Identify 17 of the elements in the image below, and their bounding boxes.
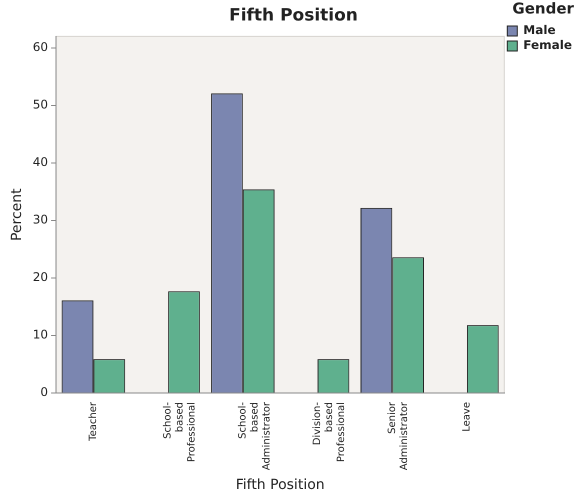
y-axis-title: Percent (9, 188, 26, 242)
x-tick-label: Teacher (88, 401, 100, 442)
y-tick-label: 50 (32, 98, 48, 112)
y-tick-label: 0 (40, 385, 48, 400)
x-tick-label: Leave (462, 402, 473, 432)
y-tick-label: 20 (32, 270, 48, 284)
legend-label: Female (523, 38, 572, 52)
y-tick-label: 30 (32, 212, 48, 227)
legend-title: Gender (512, 0, 574, 18)
x-axis-title: Fifth Position (236, 477, 325, 494)
legend-label: Male (523, 23, 556, 38)
y-tick-label: 40 (32, 155, 48, 170)
chart-title: Fifth Position (229, 6, 358, 26)
x-tick-label: Division- based Professional (312, 402, 348, 462)
y-tick-label: 60 (32, 40, 48, 54)
x-tick-label: School- based Professional (162, 402, 198, 462)
y-tick-label: 10 (32, 328, 48, 342)
